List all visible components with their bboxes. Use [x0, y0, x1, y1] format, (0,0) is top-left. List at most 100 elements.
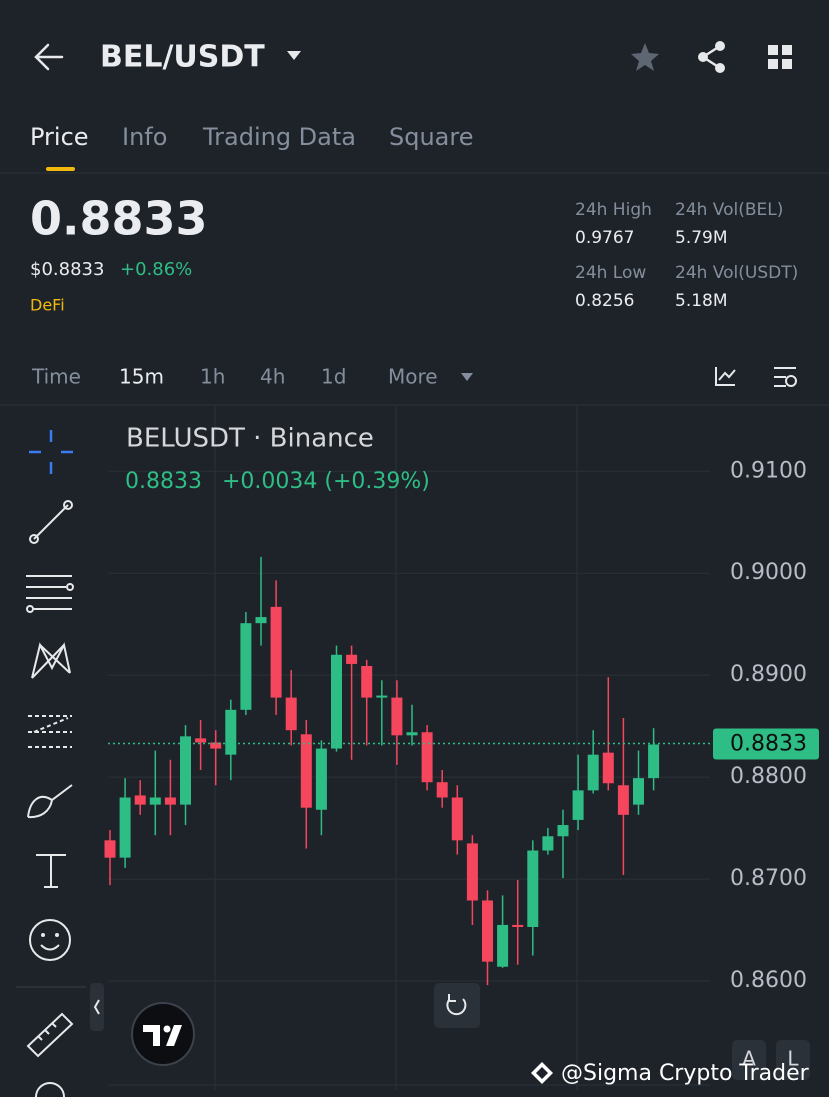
stat-value: 5.18M — [675, 291, 728, 311]
last-price-box — [713, 728, 819, 760]
candle-body — [466, 843, 478, 901]
last-price: 0.8833 — [30, 192, 208, 246]
timeframe[interactable]: 15m — [119, 365, 164, 389]
zoom-tool[interactable] — [35, 1082, 65, 1097]
candle-body — [497, 924, 509, 967]
candle-body — [300, 734, 312, 808]
settings-icon-dot — [785, 375, 797, 387]
toolbar-toggle-arrow — [93, 999, 100, 1015]
candle-body — [119, 797, 131, 858]
stat-value: 0.9767 — [575, 228, 634, 248]
stat-label: 24h High — [575, 200, 652, 220]
back-arrow[interactable] — [34, 43, 64, 71]
share-icon[interactable] — [698, 41, 725, 73]
pair-title: BEL/USDT — [100, 40, 265, 75]
last-price-label: 0.8833 — [730, 731, 807, 756]
tab[interactable]: Trading Data — [202, 123, 356, 151]
timeframe[interactable]: Time — [31, 365, 81, 389]
candle-body — [104, 840, 116, 858]
candle-body — [225, 709, 237, 755]
candle-body — [633, 778, 644, 805]
candle-body — [451, 797, 463, 841]
candle-body — [376, 695, 388, 698]
candle-body — [587, 754, 599, 791]
pair-dropdown[interactable] — [287, 51, 301, 60]
candle-body — [210, 742, 222, 749]
more-dropdown[interactable] — [461, 373, 473, 381]
candle-body — [602, 752, 614, 784]
candle-body — [572, 790, 584, 820]
candle-body — [512, 924, 524, 927]
candle-body — [346, 654, 358, 664]
emoji-tool[interactable] — [29, 919, 71, 961]
star-icon[interactable] — [631, 43, 659, 71]
candle-body — [255, 617, 267, 624]
candle-body — [164, 797, 176, 805]
fib-tool[interactable] — [26, 575, 72, 610]
y-tick-label: 0.9000 — [730, 560, 807, 585]
candle-body — [240, 623, 252, 710]
ruler-tool[interactable] — [26, 1012, 74, 1058]
timeframe[interactable]: More — [388, 365, 438, 389]
candle-body — [361, 665, 373, 698]
indicator-icon[interactable] — [715, 367, 736, 386]
stat-value: 5.79M — [675, 228, 728, 248]
candle-body — [285, 697, 297, 731]
candle-body — [527, 850, 539, 927]
crosshair-tool[interactable] — [29, 430, 73, 474]
y-tick-label: 0.8600 — [730, 968, 807, 993]
candle-body — [195, 738, 207, 743]
text-tool[interactable] — [36, 854, 66, 888]
timeframe[interactable]: 4h — [260, 365, 285, 389]
toolbar-toggle[interactable] — [90, 983, 104, 1031]
candle-body — [331, 654, 342, 749]
tab-indicator — [46, 167, 75, 171]
pattern-tool[interactable] — [31, 642, 71, 679]
tab[interactable]: Square — [389, 123, 474, 151]
auto-button[interactable] — [732, 1040, 766, 1080]
log-label: L — [787, 1047, 799, 1071]
reset-icon — [446, 994, 467, 1016]
line-tool[interactable] — [33, 504, 69, 540]
y-tick-label: 0.9100 — [730, 458, 807, 483]
chart-title: BELUSDT · Binance — [126, 424, 374, 454]
candle-body — [421, 732, 433, 783]
sector-tag[interactable]: DeFi — [30, 296, 65, 315]
grid-icon[interactable] — [768, 45, 792, 69]
stat-label: 24h Vol(USDT) — [675, 263, 798, 283]
candle-body — [391, 697, 403, 736]
chart-change: +0.0034 (+0.39%) — [222, 469, 430, 494]
candle-body — [315, 748, 327, 810]
price-change: +0.86% — [120, 259, 192, 280]
tab[interactable]: Info — [122, 123, 167, 151]
timeframe[interactable]: 1d — [321, 365, 346, 389]
candle-body — [542, 836, 554, 851]
stat-label: 24h Low — [575, 263, 646, 283]
candle-body — [436, 782, 448, 798]
candle-body — [406, 732, 418, 736]
y-tick-label: 0.8700 — [730, 866, 807, 891]
projection-tool[interactable] — [28, 715, 72, 748]
tab[interactable]: Price — [30, 123, 89, 151]
watermark-logo — [531, 1062, 553, 1084]
timeframe[interactable]: 1h — [200, 365, 225, 389]
tradingview-logo[interactable] — [131, 1002, 195, 1066]
usd-price: $0.8833 — [30, 259, 104, 280]
candle-body — [180, 736, 191, 805]
candle-body — [557, 825, 569, 837]
candle-body — [482, 900, 493, 962]
y-tick-label: 0.8900 — [730, 662, 807, 687]
chart-marks — [104, 470, 712, 986]
log-button[interactable] — [776, 1040, 810, 1080]
y-tick-label: 0.8800 — [730, 764, 807, 789]
reset-button[interactable] — [434, 983, 480, 1028]
auto-label: A — [742, 1047, 756, 1071]
brush-tool[interactable] — [27, 784, 73, 819]
drawing-toolbar — [16, 430, 86, 1097]
settings-icon[interactable] — [774, 367, 796, 387]
candle-body — [617, 785, 629, 815]
candle-body — [648, 744, 660, 779]
watermark: @Sigma Crypto Trader — [561, 1061, 810, 1086]
chart-price: 0.8833 — [125, 469, 202, 494]
